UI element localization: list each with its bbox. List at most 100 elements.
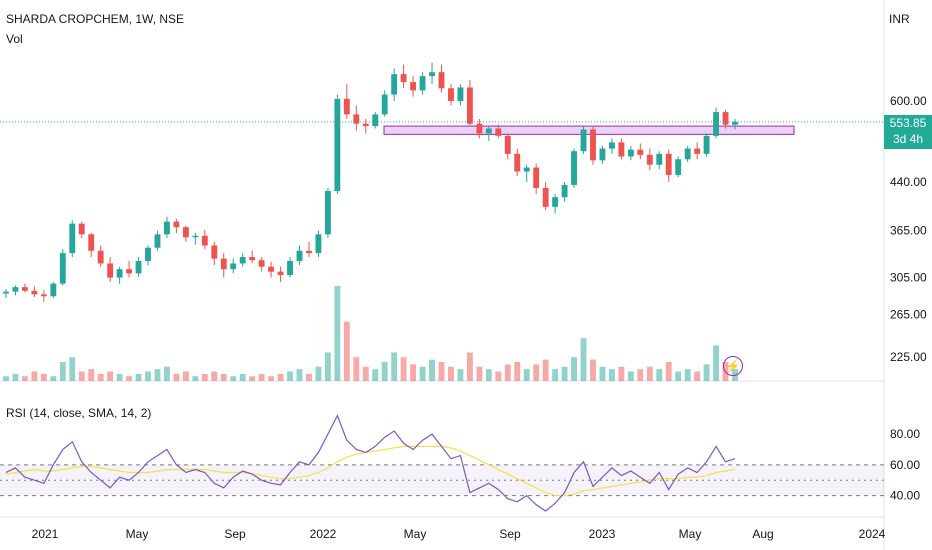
volume-bar [656,369,663,381]
support-zone [383,125,795,135]
chart-title: SHARDA CROPCHEM, 1W, NSE [6,12,185,26]
candle-body [694,148,701,154]
candle [713,107,719,139]
candle-body [343,98,350,115]
candle [722,109,729,129]
volume-bar [69,357,76,381]
candle-body [334,98,341,192]
candle-body [372,114,379,127]
currency-label[interactable]: INR [889,12,910,26]
candle [343,84,350,120]
candle [277,266,284,282]
candle [590,126,596,165]
volume-bar [618,366,625,381]
candle [116,266,123,284]
candle [145,245,151,266]
volume-bar [391,352,398,381]
volume-bar [201,373,208,381]
candle-body [457,87,464,101]
candle [504,133,511,160]
candle-body [287,261,293,276]
candle-body [381,94,388,115]
volume-bar [448,366,454,381]
candle [608,138,615,154]
candle-body [22,287,28,291]
candle-body [277,271,284,276]
time-tick-label: May [679,527,702,541]
candle [523,164,530,182]
candle-body [97,250,104,264]
volume-bar [258,373,265,381]
candle-body [571,151,577,185]
time-tick-label: May [404,527,427,541]
candle-body [466,87,473,124]
rsi-band-fill [0,464,884,496]
volume-bar [97,373,104,381]
candle [135,257,142,277]
candle [485,126,492,141]
last-price: 553.85 [889,116,927,130]
candle-body [12,287,19,292]
candle-body [31,290,38,295]
candle [88,232,95,258]
candle [69,220,76,258]
volume-bar [296,369,303,381]
candle-body [69,223,76,254]
candle-body [684,148,691,160]
candle [334,94,341,195]
candle-body [419,76,426,91]
volume-bar [552,369,559,381]
candle [220,253,227,278]
candle-body [533,167,540,188]
volume-bar [590,359,596,381]
candle-body [476,123,483,134]
time-tick-label: Sep [499,527,521,541]
candle [637,143,644,160]
volume-bar [523,369,530,381]
volume-bar [211,371,218,381]
candle-body [3,291,9,294]
price-tick-label: 600.00 [890,94,927,108]
candle [429,62,435,85]
candle-body [135,261,142,274]
volume-bar [381,362,388,381]
volume-bar [12,373,19,381]
lightning-icon[interactable]: ⚡ [723,356,743,376]
volume-bar [400,357,407,381]
candle [230,258,237,274]
candle [561,181,568,202]
volume-bar [599,366,606,381]
candle [78,221,85,238]
candle-body [145,247,151,262]
time-tick-label: Sep [224,527,246,541]
candle [287,257,293,278]
volume-bar [637,369,644,381]
volume-bar [287,371,293,381]
time-tick-label: Aug [752,527,773,541]
rsi-tick-label: 60.00 [890,458,920,472]
candle-body [59,253,66,284]
candle-body [646,154,653,165]
rsi-label[interactable]: RSI (14, close, SMA, 14, 2) [6,406,152,420]
candle [438,64,445,93]
candle-body [173,221,180,228]
volume-label[interactable]: Vol [6,32,23,46]
volume-bar [410,364,417,381]
rsi-ma-line [5,445,736,497]
candle-body [722,112,729,125]
candle-body [656,153,663,165]
candle [542,181,549,211]
candle-body [618,142,625,157]
volume-bar [495,371,502,381]
candle-body [448,88,454,101]
candle [211,241,218,266]
volume-bar [608,369,615,381]
candle-body [438,72,445,89]
volume-bar [684,369,691,381]
volume-bar [164,366,170,381]
candle [107,257,114,282]
time-tick-label: May [126,527,149,541]
candle-body [126,269,133,274]
candle-body [627,149,634,157]
